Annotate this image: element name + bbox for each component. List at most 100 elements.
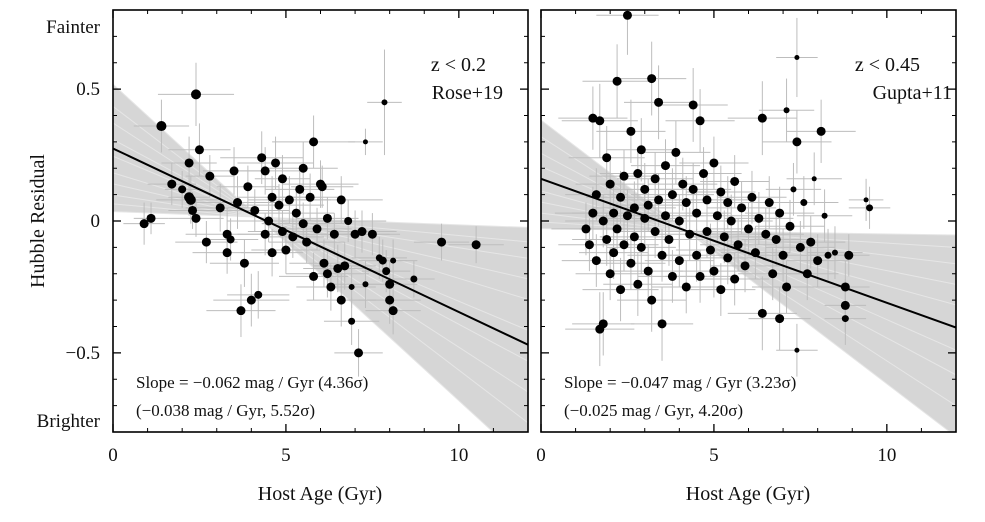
data-point	[156, 121, 167, 132]
data-point	[233, 198, 242, 208]
data-point	[619, 240, 629, 250]
subset-label: z < 0.45	[855, 54, 920, 76]
data-point	[622, 211, 632, 221]
data-point	[733, 240, 743, 250]
data-point	[643, 200, 653, 210]
data-point	[348, 283, 355, 290]
y-bottom-label: Brighter	[37, 411, 101, 432]
data-point	[757, 113, 767, 123]
data-point	[298, 219, 308, 229]
x-axis-title: Host Age (Gyr)	[686, 483, 810, 505]
data-point	[626, 126, 636, 136]
data-point	[771, 234, 781, 244]
slope-text-1: Slope = −0.062 mag / Gyr (4.36σ)	[136, 373, 368, 392]
data-point	[775, 208, 785, 218]
data-point	[215, 203, 225, 213]
data-point	[260, 166, 270, 176]
data-point	[322, 269, 332, 279]
data-point	[650, 174, 660, 184]
data-point	[650, 227, 660, 237]
data-point	[633, 279, 643, 289]
data-point	[178, 185, 187, 194]
band-sample-line	[113, 211, 528, 228]
data-point	[612, 76, 622, 86]
x-tick-label: 5	[709, 445, 719, 466]
data-point	[588, 208, 598, 218]
data-point	[305, 192, 315, 202]
y-tick-label: 0	[91, 211, 101, 232]
data-point	[863, 197, 869, 203]
data-point	[821, 212, 828, 219]
subset-label: z < 0.2	[431, 54, 486, 76]
data-point	[348, 317, 356, 325]
data-point	[737, 203, 747, 213]
data-point	[274, 200, 284, 210]
data-point	[602, 153, 612, 163]
data-point	[229, 166, 239, 176]
data-point	[612, 224, 622, 234]
data-point	[609, 248, 619, 258]
data-point	[761, 229, 771, 239]
data-point	[840, 300, 850, 310]
data-point	[302, 237, 312, 247]
data-point	[598, 216, 608, 226]
data-point	[841, 315, 849, 323]
data-point	[291, 208, 301, 218]
data-point	[794, 347, 800, 353]
data-point	[794, 54, 800, 60]
slope-text-2: (−0.025 mag / Gyr, 4.20σ)	[564, 401, 743, 420]
data-point	[309, 271, 319, 281]
reference-label: Gupta+11	[873, 82, 952, 104]
data-point	[264, 216, 274, 226]
data-points	[581, 10, 874, 353]
data-point	[750, 248, 760, 258]
data-point	[410, 275, 418, 283]
data-point	[309, 137, 319, 147]
data-point	[685, 229, 695, 239]
panel-left: 0 5 10 0.5 0 −0.5 z < 0.2 Rose+19 Slope = −0.…	[66, 9, 529, 505]
data-point	[146, 213, 156, 223]
data-point	[806, 237, 816, 247]
data-point	[616, 285, 626, 295]
data-point	[381, 99, 388, 106]
data-point	[333, 263, 343, 273]
data-point	[790, 186, 797, 193]
data-point	[167, 179, 177, 189]
data-point	[357, 227, 367, 237]
data-point	[385, 279, 395, 289]
data-point	[390, 257, 397, 264]
data-point	[824, 251, 832, 259]
data-point	[636, 145, 646, 155]
data-point	[236, 306, 246, 316]
data-point	[277, 174, 287, 184]
axis-ticks: 0 5 10	[536, 10, 956, 466]
data-point	[647, 295, 657, 305]
x-tick-label: 0	[108, 445, 118, 466]
data-point	[319, 258, 329, 268]
data-point	[609, 208, 619, 218]
data-point	[317, 182, 327, 192]
data-point	[695, 271, 705, 281]
data-point	[667, 190, 677, 200]
data-point	[277, 227, 287, 237]
band-wedge	[686, 230, 956, 432]
data-point	[716, 187, 726, 197]
data-point	[194, 145, 204, 155]
data-point	[362, 281, 369, 288]
data-point	[654, 195, 664, 205]
data-point	[702, 195, 712, 205]
x-tick-label: 0	[536, 445, 546, 466]
data-point	[783, 107, 790, 114]
data-point	[185, 194, 196, 205]
data-point	[288, 232, 298, 242]
data-point	[602, 234, 612, 244]
data-point	[726, 216, 736, 226]
data-point	[201, 237, 211, 247]
x-axis-title: Host Age (Gyr)	[258, 483, 382, 505]
data-point	[661, 161, 670, 171]
x-tick-label: 10	[877, 445, 896, 466]
data-point	[239, 258, 249, 268]
data-point	[647, 74, 657, 84]
slope-text-1: Slope = −0.047 mag / Gyr (3.23σ)	[564, 373, 796, 392]
data-point	[267, 248, 277, 258]
